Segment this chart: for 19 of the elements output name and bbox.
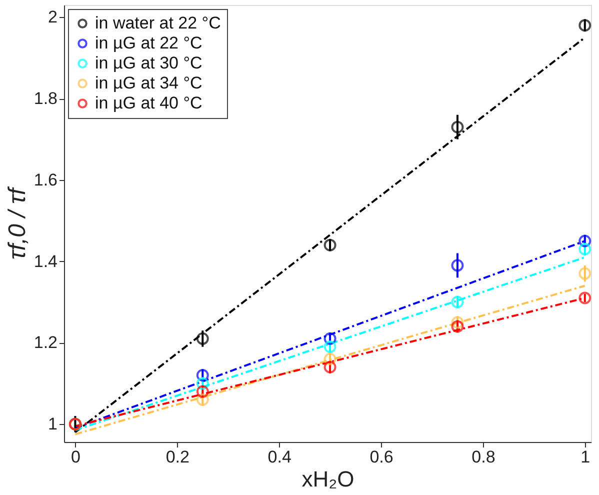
legend-label: in µG at 22 °C xyxy=(95,34,202,52)
legend-label: in µG at 40 °C xyxy=(95,94,202,112)
legend-label: in µG at 34 °C xyxy=(95,74,202,92)
y-axis-title: τf,0 / τf xyxy=(4,186,31,260)
y-tick-label: 1.8 xyxy=(34,89,58,108)
x-tick-label: 1 xyxy=(580,448,590,466)
x-tick-label: 0.6 xyxy=(370,448,394,466)
x-tick-label: 0.2 xyxy=(166,448,190,466)
x-tick-label: 0.4 xyxy=(268,448,292,466)
legend-label: in µG at 30 °C xyxy=(95,54,202,72)
y-tick-label: 1.4 xyxy=(34,252,58,271)
y-tick-label: 2 xyxy=(48,8,58,27)
y-tick-label: 1.6 xyxy=(34,170,58,190)
y-tick-label: 1 xyxy=(48,414,58,434)
y-tick-label: 1.2 xyxy=(34,333,58,352)
legend-label: in water at 22 °C xyxy=(95,14,221,32)
x-tick-label: 0.8 xyxy=(472,448,496,466)
x-tick-label: 0 xyxy=(70,448,80,466)
x-axis-title: xH₂O xyxy=(302,466,354,492)
